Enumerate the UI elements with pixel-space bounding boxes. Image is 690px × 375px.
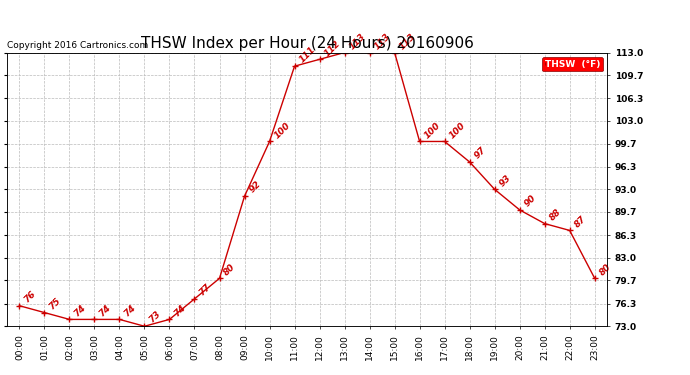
Text: 74: 74 — [97, 303, 112, 318]
Text: 75: 75 — [47, 296, 62, 311]
Text: 100: 100 — [422, 120, 442, 140]
Text: 93: 93 — [497, 173, 513, 188]
Text: 87: 87 — [573, 214, 588, 229]
Text: 113: 113 — [347, 32, 367, 51]
Text: Copyright 2016 Cartronics.com: Copyright 2016 Cartronics.com — [7, 41, 148, 50]
Text: 74: 74 — [72, 303, 88, 318]
Text: 88: 88 — [547, 207, 562, 222]
Text: 112: 112 — [322, 38, 342, 58]
Text: 76: 76 — [22, 289, 37, 304]
Text: 111: 111 — [297, 45, 317, 65]
Text: 73: 73 — [147, 310, 162, 325]
Text: 90: 90 — [522, 194, 538, 208]
Text: 92: 92 — [247, 180, 262, 195]
Text: 77: 77 — [197, 282, 213, 297]
Title: THSW Index per Hour (24 Hours) 20160906: THSW Index per Hour (24 Hours) 20160906 — [141, 36, 473, 51]
Text: 74: 74 — [172, 303, 188, 318]
Legend: THSW  (°F): THSW (°F) — [542, 57, 602, 71]
Text: 113: 113 — [397, 32, 417, 51]
Text: 100: 100 — [447, 120, 467, 140]
Text: 80: 80 — [222, 262, 237, 277]
Text: 113: 113 — [373, 32, 392, 51]
Text: 80: 80 — [598, 262, 613, 277]
Text: 100: 100 — [273, 120, 292, 140]
Text: 74: 74 — [122, 303, 137, 318]
Text: 97: 97 — [473, 146, 488, 160]
